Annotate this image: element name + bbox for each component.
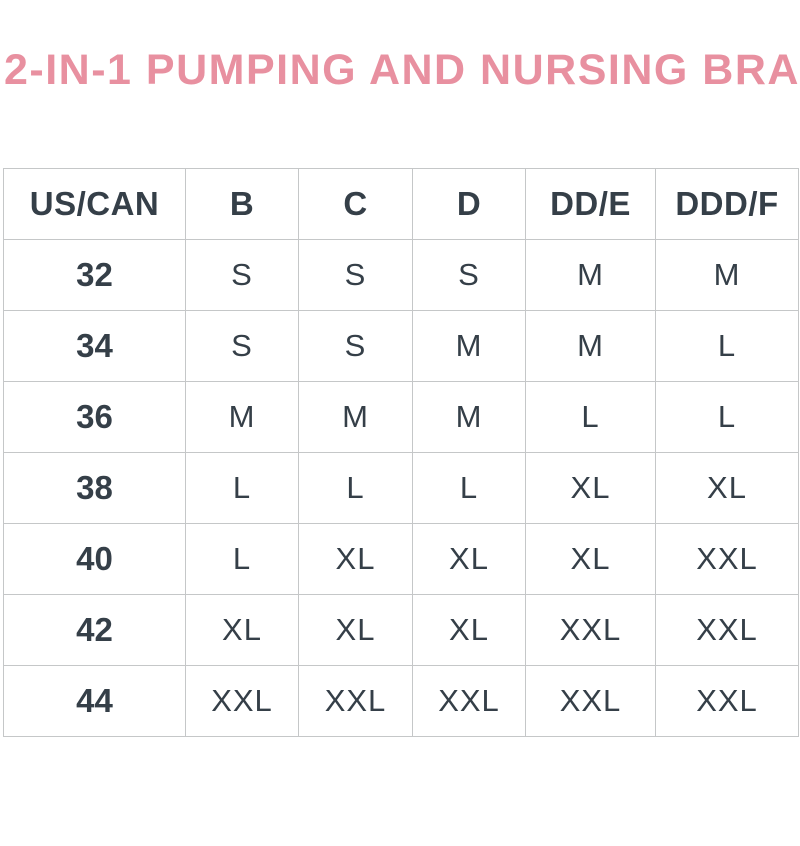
size-cell: XXL [412,665,526,737]
size-cell: XXL [525,594,656,666]
size-cell: XXL [185,665,299,737]
size-cell: L [655,381,799,453]
table-row-band-38: 38 L L L XL XL [3,452,799,524]
size-cell: XXL [655,523,799,595]
table-row-band-36: 36 M M M L L [3,381,799,453]
size-cell: M [655,239,799,311]
size-cell: M [525,310,656,382]
size-cell: S [185,239,299,311]
size-cell: XL [185,594,299,666]
size-chart-table: US/CAN B C D DD/E DDD/F 32 S S S M M 34 … [3,168,799,737]
size-cell: L [185,523,299,595]
size-cell: XXL [525,665,656,737]
size-cell: XXL [655,665,799,737]
size-cell: XL [298,594,413,666]
column-header-c: C [298,168,413,240]
table-row-band-42: 42 XL XL XL XXL XXL [3,594,799,666]
size-cell: M [525,239,656,311]
band-size-cell: 42 [3,594,186,666]
table-row-band-44: 44 XXL XXL XXL XXL XXL [3,665,799,737]
size-cell: M [185,381,299,453]
size-cell: XL [525,523,656,595]
size-cell: S [412,239,526,311]
size-cell: S [298,239,413,311]
column-header-b: B [185,168,299,240]
band-size-cell: 32 [3,239,186,311]
band-size-cell: 40 [3,523,186,595]
size-cell: L [525,381,656,453]
column-header-d: D [412,168,526,240]
band-size-cell: 36 [3,381,186,453]
size-cell: M [412,381,526,453]
page-title: 2-IN-1 PUMPING AND NURSING BRA [4,46,800,94]
band-size-cell: 34 [3,310,186,382]
header-row: US/CAN B C D DD/E DDD/F [3,168,799,240]
size-cell: L [412,452,526,524]
column-header-dd-e: DD/E [525,168,656,240]
size-cell: L [298,452,413,524]
band-size-cell: 38 [3,452,186,524]
size-cell: XXL [298,665,413,737]
size-cell: M [412,310,526,382]
band-size-cell: 44 [3,665,186,737]
size-cell: L [655,310,799,382]
size-cell: M [298,381,413,453]
size-cell: XL [298,523,413,595]
size-cell: XL [525,452,656,524]
table-row-band-32: 32 S S S M M [3,239,799,311]
table-row-band-40: 40 L XL XL XL XXL [3,523,799,595]
size-cell: S [185,310,299,382]
size-cell: L [185,452,299,524]
size-cell: XXL [655,594,799,666]
size-cell: S [298,310,413,382]
column-header-us-can: US/CAN [3,168,186,240]
column-header-ddd-f: DDD/F [655,168,799,240]
size-cell: XL [412,594,526,666]
size-cell: XL [655,452,799,524]
table-row-band-34: 34 S S M M L [3,310,799,382]
size-cell: XL [412,523,526,595]
